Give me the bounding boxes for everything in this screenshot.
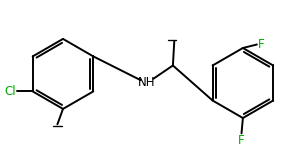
Text: Cl: Cl: [4, 85, 16, 98]
Text: NH: NH: [138, 76, 155, 90]
Text: F: F: [238, 134, 245, 147]
Text: F: F: [258, 38, 264, 51]
